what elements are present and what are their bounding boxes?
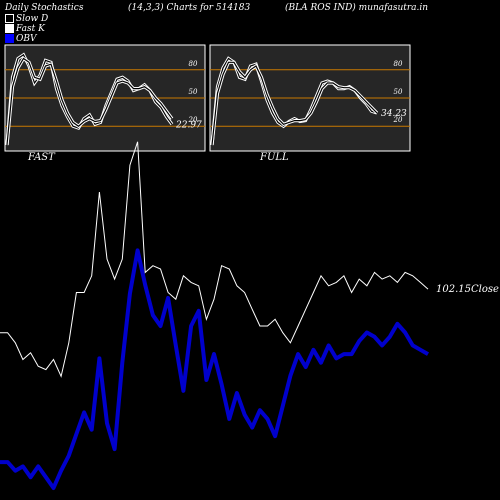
fast-level-label-20: 20 [188,116,198,124]
legend-swatch-obv [5,34,14,43]
fast-series-1-line [6,57,173,146]
full-level-label-50: 50 [394,88,403,96]
fast-level-label-50: 50 [189,88,198,96]
legend-swatch-slow-d [5,14,14,23]
fast-last-value-label: 22.97 [175,120,202,130]
full-panel-label: FULL [260,152,289,163]
obv-line [0,248,429,490]
header-center: (14,3,3) Charts for 514183 [128,3,251,13]
full-level-label-80: 80 [394,60,403,68]
full-series-1-line [211,61,378,146]
fast-series-0-line [6,53,173,146]
full-level-label-20: 20 [393,116,403,124]
legend-swatch-fast-k [5,24,14,33]
legend-slow-d: Slow D [5,14,48,24]
legend-label-slow-d: Slow D [16,14,49,24]
full-last-value-label: 34.23 [381,109,407,119]
legend-label-obv: OBV [16,34,37,44]
legend-label-fast-k: Fast K [16,24,45,34]
header-left: Daily Stochastics [5,3,84,13]
legend-obv: OBV [5,34,37,44]
close-value-label: 102.15Close [436,284,499,295]
legend-fast-k: Fast K [5,24,45,34]
close-line [0,141,429,378]
fast-panel-label: FAST [28,152,55,163]
header-right: (BLA ROS IND) munafasutra.in [285,3,429,13]
fast-level-label-80: 80 [189,60,198,68]
